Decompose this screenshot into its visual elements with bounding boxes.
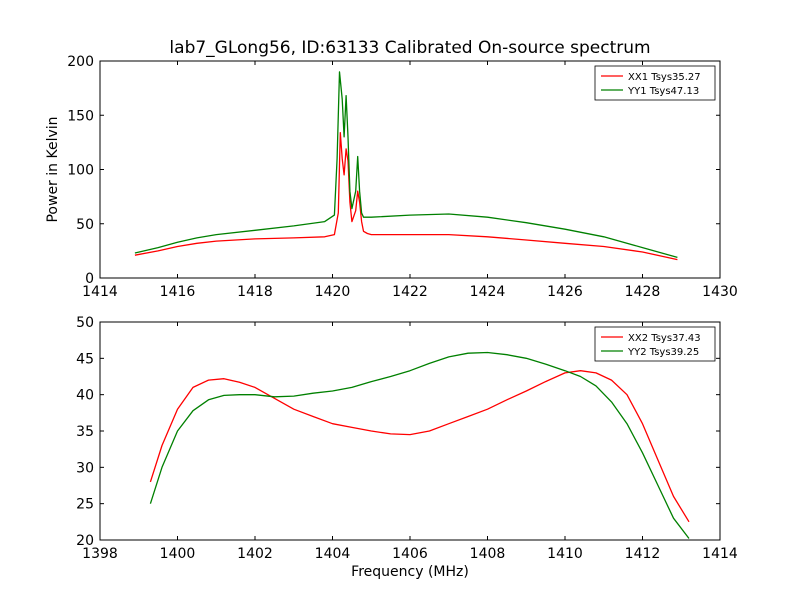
- x-tick-label: 1430: [702, 284, 738, 300]
- y-tick-label: 30: [76, 460, 94, 476]
- legend-box: [594, 65, 716, 101]
- legend-label: YY2 Tsys39.25: [627, 347, 699, 358]
- x-tick-label: 1400: [160, 546, 196, 562]
- y-tick-label: 150: [67, 108, 94, 124]
- top-spectrum-plot: 1414 1416 1418 1420 1422 1424 1426 1428 1430 0 50 1…: [45, 54, 738, 300]
- y-tick-label: 50: [76, 315, 94, 331]
- legend-box: [594, 326, 716, 362]
- y-tick-label: 25: [76, 497, 94, 513]
- x-tick-label: 1426: [547, 284, 583, 300]
- y-tick-label: 50: [76, 217, 94, 233]
- figure-title: lab7_GLong56, ID:63133 Calibrated On-sou…: [169, 38, 650, 58]
- x-tick-label: 1416: [160, 284, 196, 300]
- series-line-yy2: [149, 351, 690, 539]
- series-line-xx2: [149, 370, 690, 523]
- series-line-yy1: [134, 71, 678, 259]
- x-tick-label: 1412: [625, 546, 661, 562]
- x-tick-label: 1404: [315, 546, 351, 562]
- x-axis-label: Frequency (MHz): [351, 564, 469, 580]
- x-tick-label: 1418: [237, 284, 273, 300]
- x-tick-label: 1428: [625, 284, 661, 300]
- y-tick-label: 45: [76, 351, 94, 367]
- x-tick-label: 1398: [82, 546, 118, 562]
- y-tick-label: 200: [67, 54, 94, 70]
- series-line-xx1: [134, 131, 678, 261]
- x-tick-label: 1420: [315, 284, 351, 300]
- x-tick-label: 1414: [82, 284, 118, 300]
- legend-label: XX2 Tsys37.43: [628, 333, 701, 344]
- x-tick-label: 1424: [470, 284, 506, 300]
- x-tick-label: 1402: [237, 546, 273, 562]
- x-tick-label: 1422: [392, 284, 428, 300]
- x-tick-label: 1410: [547, 546, 583, 562]
- y-axis-label: Power in Kelvin: [45, 116, 61, 222]
- y-tick-label: 40: [76, 388, 94, 404]
- x-tick-label: 1406: [392, 546, 428, 562]
- y-tick-label: 20: [76, 533, 94, 549]
- x-tick-label: 1414: [702, 546, 738, 562]
- y-tick-label: 100: [67, 163, 94, 179]
- legend-label: XX1 Tsys35.27: [628, 72, 701, 83]
- y-tick-label: 0: [85, 271, 94, 287]
- bottom-spectrum-plot: 1398 1400 1402 1404 1406 1408 1410 1412 1414 20 25…: [76, 315, 738, 580]
- legend-label: YY1 Tsys47.13: [627, 86, 699, 97]
- x-tick-label: 1408: [470, 546, 506, 562]
- y-tick-label: 35: [76, 424, 94, 440]
